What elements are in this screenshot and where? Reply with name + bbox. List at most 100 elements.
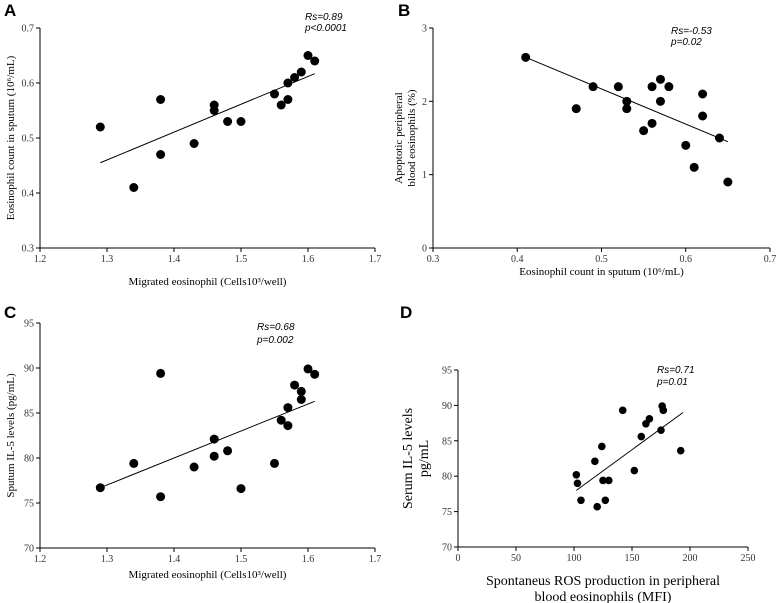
data-point: [270, 89, 279, 99]
data-point: [605, 476, 613, 485]
y-tick-label: 90: [442, 401, 452, 412]
x-axis-label: Migrated eosinophil (Cells10³/well): [129, 276, 287, 288]
data-point: [156, 368, 166, 378]
data-point: [676, 446, 685, 455]
data-point: [296, 386, 306, 396]
x-tick-label: 0.4: [511, 254, 524, 265]
data-point: [209, 106, 219, 115]
y-tick-label: 0: [422, 244, 427, 255]
y-tick-label: 75: [442, 507, 452, 518]
data-point: [573, 479, 582, 488]
x-tick-label: 1.4: [168, 554, 181, 565]
x-tick-label: 1.7: [369, 554, 382, 565]
x-tick-label: 1.5: [235, 554, 248, 565]
panel-a: A 1.2 1.3 1.4 1.5 1.6 1.7 0.3 0.4 0.5 0.6 0.7 Migrat…: [4, 1, 381, 288]
data-point: [637, 432, 646, 441]
p-annotation: p<0.0001: [304, 23, 347, 34]
x-tick-label: 1.3: [101, 254, 114, 265]
x-tick-label: 1.3: [101, 554, 114, 565]
x-tick-label: 1.2: [34, 554, 47, 565]
y-axis-label: Apoptotic peripheral: [393, 92, 405, 183]
data-point: [310, 56, 320, 66]
panel-letter: D: [400, 303, 412, 322]
data-point: [622, 104, 632, 114]
data-point: [659, 406, 668, 415]
data-point: [290, 380, 300, 390]
y-tick-label: 95: [442, 366, 452, 377]
data-point: [95, 483, 105, 493]
data-point: [521, 52, 531, 62]
x-tick-label: 1.7: [369, 254, 382, 265]
x-tick-label: 0.6: [680, 254, 693, 265]
x-tick-label: 1.6: [302, 554, 315, 565]
x-axis-label: Spontaneus ROS production in peripheral: [486, 574, 720, 589]
data-point: [601, 496, 610, 505]
data-point: [572, 470, 581, 479]
data-point: [156, 150, 166, 159]
y-tick-label: 75: [24, 499, 34, 510]
y-tick-label: 3: [422, 24, 427, 35]
data-point: [698, 111, 708, 121]
y-axis-label: Eosinophil count in sputum (10⁶/mL): [5, 55, 17, 220]
data-point: [657, 426, 665, 434]
y-tick-label: 80: [442, 472, 452, 483]
data-point: [270, 458, 279, 468]
y-tick-label: 70: [24, 544, 34, 555]
data-point: [723, 177, 733, 187]
y-tick-label: 95: [24, 319, 34, 330]
data-point: [296, 67, 306, 77]
y-tick-label: 0.5: [22, 134, 35, 145]
data-point: [283, 421, 293, 431]
regression-line: [576, 412, 684, 491]
x-tick-label: 1.6: [302, 254, 315, 265]
rs-annotation: Rs=0.89: [305, 12, 343, 23]
data-point: [639, 126, 649, 136]
p-annotation: p=0.02: [670, 37, 702, 48]
data-point: [655, 96, 665, 106]
data-point: [593, 502, 601, 511]
data-point: [303, 364, 313, 374]
x-tick-label: 150: [625, 553, 640, 564]
data-point: [310, 369, 320, 379]
x-axis-label: blood eosinophils (MFI): [535, 590, 672, 603]
panel-letter: B: [398, 1, 410, 20]
x-tick-label: 1.4: [168, 254, 181, 265]
y-tick-label: 2: [422, 97, 427, 108]
data-point: [276, 415, 286, 425]
data-point: [591, 457, 599, 466]
data-point: [655, 74, 665, 84]
data-point: [95, 122, 105, 132]
data-point: [698, 89, 708, 99]
data-point: [647, 82, 657, 92]
panel-letter: A: [4, 1, 16, 20]
data-point: [588, 82, 598, 92]
data-point: [571, 104, 581, 114]
data-point: [209, 434, 219, 444]
x-tick-label: 0.7: [764, 254, 777, 265]
data-point: [681, 140, 691, 150]
p-annotation: p=0.01: [656, 377, 688, 388]
data-point: [618, 406, 627, 415]
data-point: [598, 442, 606, 451]
y-tick-label: 90: [24, 364, 34, 375]
rs-annotation: Rs=0.71: [657, 365, 695, 376]
y-tick-label: 70: [442, 543, 452, 554]
data-point: [290, 73, 300, 82]
y-tick-label: 85: [24, 409, 34, 420]
y-axis-label: Serum IL-5 levels: [401, 408, 416, 509]
x-tick-label: 250: [741, 553, 756, 564]
y-tick-label: 0.7: [22, 24, 35, 35]
y-tick-label: 85: [442, 436, 452, 447]
data-point: [689, 162, 699, 172]
x-tick-label: 200: [683, 553, 698, 564]
y-tick-label: 1: [422, 170, 427, 181]
x-axis-label: Eosinophil count in sputum (10⁶/mL): [519, 266, 684, 278]
x-axis-label: Migrated eosinophil (Cells10³/well): [129, 569, 287, 581]
y-tick-label: 0.3: [22, 244, 35, 255]
x-tick-label: 0.5: [595, 254, 608, 265]
data-point: [283, 78, 293, 88]
data-point: [156, 492, 166, 502]
data-point: [189, 139, 199, 148]
data-point: [283, 403, 293, 413]
